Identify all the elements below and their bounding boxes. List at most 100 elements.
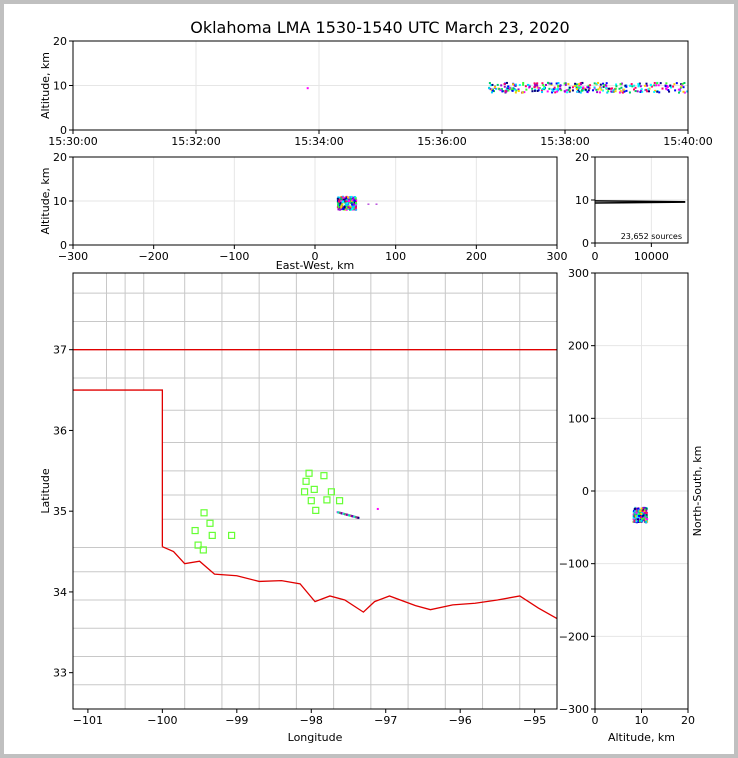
lightning-source-point bbox=[563, 82, 566, 85]
lightning-source-point bbox=[342, 200, 345, 203]
lightning-source-point bbox=[665, 82, 668, 85]
lightning-source-point bbox=[345, 207, 348, 210]
lightning-source-point bbox=[353, 199, 356, 202]
lma-station-marker bbox=[327, 488, 335, 496]
lightning-source-point bbox=[682, 86, 685, 89]
lma-station-marker bbox=[208, 531, 216, 540]
lightning-source-point bbox=[534, 88, 537, 91]
lightning-source-point bbox=[528, 84, 531, 87]
lightning-source-point bbox=[635, 514, 638, 517]
lightning-source-point bbox=[541, 88, 544, 91]
lightning-source-point bbox=[639, 90, 642, 93]
lightning-source-point bbox=[641, 507, 644, 510]
lightning-source-point bbox=[648, 90, 651, 93]
lightning-source-point bbox=[522, 83, 525, 86]
lightning-source-point bbox=[546, 81, 549, 84]
x-tick-label: 15:40:00 bbox=[663, 135, 712, 148]
lightning-source-point bbox=[591, 89, 594, 92]
lightning-source-point bbox=[650, 85, 653, 88]
x-tick-label: 15:34:00 bbox=[294, 135, 343, 148]
lightning-source-point bbox=[575, 87, 578, 90]
x-tick-label: −95 bbox=[523, 714, 546, 727]
x-tick-label: 0 bbox=[592, 250, 599, 263]
lightning-source-point bbox=[505, 90, 508, 93]
lightning-source-point bbox=[672, 85, 675, 88]
lightning-source-point bbox=[643, 512, 646, 515]
lightning-source-point bbox=[349, 207, 352, 210]
lightning-source-point bbox=[345, 199, 348, 202]
lightning-source-point bbox=[636, 518, 639, 521]
lightning-source-point bbox=[619, 90, 622, 93]
histogram-line bbox=[594, 200, 686, 203]
lightning-source-point bbox=[643, 517, 646, 520]
lightning-source-point bbox=[686, 90, 689, 93]
lightning-source-point bbox=[493, 86, 496, 89]
lightning-source-point bbox=[658, 91, 661, 94]
lightning-source-point bbox=[669, 84, 672, 87]
lightning-source-point bbox=[557, 89, 560, 92]
lightning-source-point bbox=[569, 89, 572, 92]
lightning-source-point bbox=[639, 516, 642, 519]
lightning-source-point bbox=[349, 198, 352, 201]
lightning-source-point bbox=[582, 89, 585, 92]
lightning-source-point bbox=[673, 83, 676, 86]
lightning-source-point bbox=[635, 508, 638, 511]
lightning-source-point bbox=[344, 201, 347, 204]
lightning-source-point bbox=[357, 516, 360, 519]
x-axis-label: East-West, km bbox=[276, 259, 354, 272]
lightning-source-point bbox=[582, 86, 585, 89]
altitude-eastwest-panel: 0 10 20 −300 −200 −100 0 100 200 300 East-West, km… bbox=[39, 151, 568, 272]
lightning-source-point bbox=[645, 88, 648, 91]
y-tick-label: 0 bbox=[582, 485, 589, 498]
lightning-source-point bbox=[674, 89, 677, 92]
lightning-source-point bbox=[550, 82, 553, 85]
lightning-source-point bbox=[536, 89, 539, 92]
lightning-source-point bbox=[643, 514, 646, 517]
lightning-source-point bbox=[518, 84, 521, 87]
lightning-source-point bbox=[678, 91, 681, 94]
lightning-source-point bbox=[612, 89, 615, 92]
lma-station-marker bbox=[228, 531, 236, 540]
lightning-source-point bbox=[367, 203, 370, 205]
lightning-source-point bbox=[543, 86, 546, 89]
x-tick-label: 300 bbox=[547, 250, 568, 263]
x-tick-label: 10 bbox=[635, 714, 649, 727]
lightning-source-point bbox=[666, 86, 669, 89]
lightning-source-point bbox=[534, 84, 537, 87]
lightning-source-point bbox=[344, 208, 347, 211]
lightning-source-point bbox=[344, 203, 347, 206]
lightning-source-point bbox=[679, 88, 682, 91]
lightning-source-point bbox=[353, 207, 356, 210]
lightning-source-point bbox=[493, 90, 496, 93]
lightning-source-point bbox=[511, 89, 514, 92]
lightning-source-point bbox=[644, 517, 647, 520]
lightning-source-point bbox=[531, 90, 534, 93]
lightning-source-point bbox=[500, 84, 503, 87]
lightning-source-point bbox=[491, 89, 494, 92]
lightning-source-point bbox=[354, 196, 357, 199]
lma-station-marker bbox=[191, 526, 199, 535]
lma-station-marker bbox=[300, 488, 309, 496]
x-axis-label: Longitude bbox=[288, 731, 343, 744]
lightning-source-point bbox=[531, 87, 534, 90]
lightning-source-point bbox=[633, 507, 636, 510]
lightning-source-point bbox=[533, 86, 536, 89]
plot-frame bbox=[72, 272, 558, 710]
lightning-source-point bbox=[515, 89, 518, 92]
lightning-source-point bbox=[598, 86, 601, 89]
county-boundaries bbox=[73, 273, 557, 709]
x-tick-label: 15:38:00 bbox=[540, 135, 589, 148]
x-axis-label: Altitude, km bbox=[608, 731, 675, 744]
lightning-source-point bbox=[601, 89, 604, 92]
lightning-source-point bbox=[607, 90, 610, 93]
lightning-source-point bbox=[642, 506, 645, 509]
lightning-source-point bbox=[637, 83, 640, 86]
lightning-source-point bbox=[646, 90, 649, 93]
lightning-source-point bbox=[551, 88, 554, 91]
lma-station-marker bbox=[206, 519, 214, 527]
lightning-source-point bbox=[352, 197, 355, 200]
lightning-source-point bbox=[578, 87, 581, 90]
lightning-source-point bbox=[505, 81, 508, 84]
lightning-source-point bbox=[610, 87, 613, 90]
lightning-source-point bbox=[340, 200, 343, 203]
